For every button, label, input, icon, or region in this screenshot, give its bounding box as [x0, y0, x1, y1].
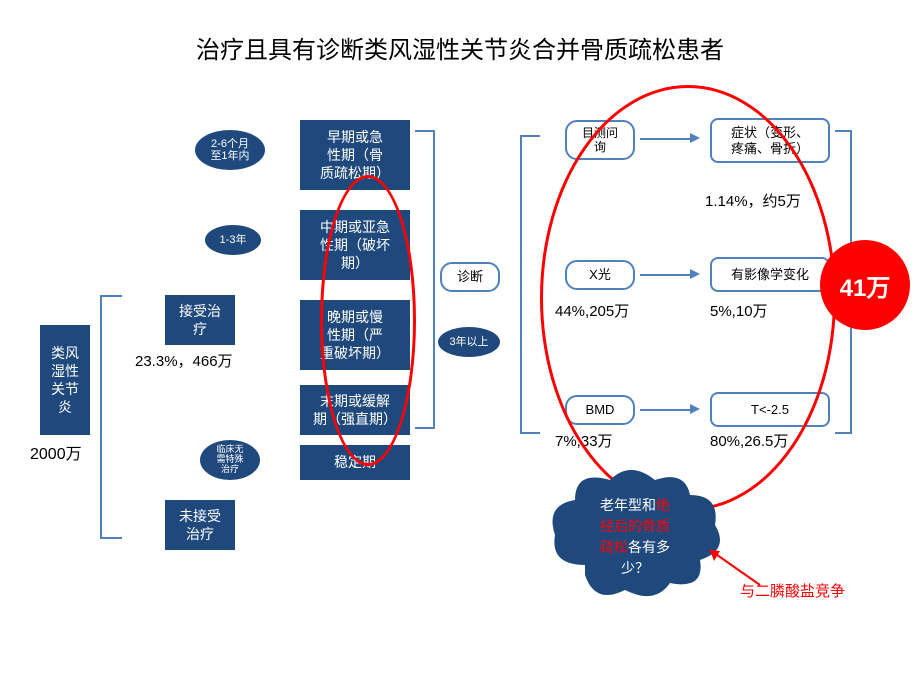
highlight-total: 41万	[820, 240, 910, 330]
treated-label: 接受治 疗	[179, 302, 221, 338]
cloud-l2a: 绝	[656, 497, 670, 513]
cloud-l1: 老年型和	[600, 497, 656, 513]
red-ellipse-small	[320, 175, 416, 466]
tf1-label: 2-6个月 至1年内	[210, 138, 249, 162]
tf4-label: 临床无 需特殊 治疗	[216, 445, 243, 475]
page-title: 治疗且具有诊断类风湿性关节炎合并骨质疏松患者	[0, 30, 920, 65]
diagnose-node: 诊断	[440, 262, 500, 292]
treated-node: 接受治 疗	[165, 295, 235, 345]
bracket-2	[415, 130, 435, 429]
timeframe-2: 1-3年	[205, 225, 261, 255]
timeframe-3: 3年以上	[438, 327, 500, 357]
root-caption: 2000万	[30, 440, 82, 464]
bracket-3	[520, 135, 540, 434]
treated-caption: 23.3%，466万	[135, 350, 233, 371]
diagnose-label: 诊断	[457, 269, 483, 285]
root-node: 类风 湿性 关节 炎	[40, 325, 90, 435]
compete-label: 与二膦酸盐竞争	[740, 580, 845, 601]
tf2-label: 1-3年	[220, 234, 247, 246]
timeframe-1: 2-6个月 至1年内	[195, 130, 265, 170]
untreated-node: 未接受 治疗	[165, 500, 235, 550]
cloud-l2b: 经后的骨质	[600, 518, 670, 534]
red-ellipse-large	[540, 85, 836, 511]
highlight-label: 41万	[840, 268, 891, 303]
tf3-label: 3年以上	[449, 336, 488, 348]
untreated-label: 未接受 治疗	[179, 507, 221, 543]
s1-label: 早期或急 性期（骨 质疏松期）	[320, 128, 390, 183]
cloud-l2c: 疏松	[600, 539, 628, 555]
cloud-l3: 各有多 少？	[621, 539, 670, 576]
bracket-1	[100, 295, 122, 539]
root-label: 类风 湿性 关节 炎	[51, 344, 79, 417]
timeframe-4: 临床无 需特殊 治疗	[200, 440, 260, 480]
cloud-text: 老年型和绝 经后的骨质 疏松各有多 少？	[565, 495, 705, 579]
